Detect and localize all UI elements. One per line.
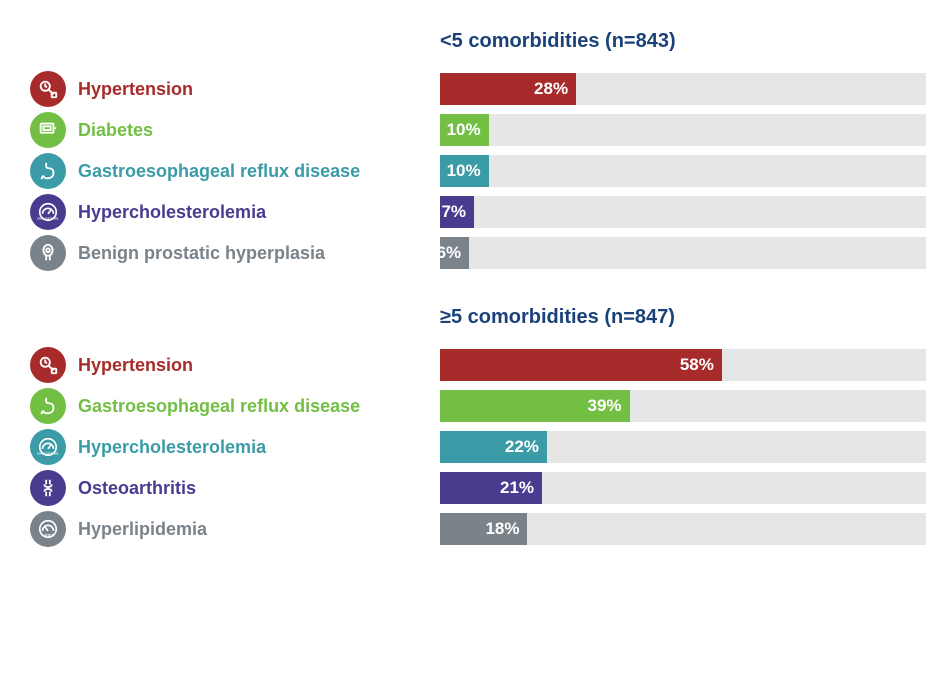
stomach-icon bbox=[30, 153, 66, 189]
bp-monitor-icon bbox=[30, 347, 66, 383]
chart-section: ≥5 comorbidities (n=847) Hypertension 58% G… bbox=[30, 306, 926, 547]
bp-monitor-icon bbox=[30, 71, 66, 107]
bar-value: 7% bbox=[441, 202, 474, 222]
stomach-icon bbox=[30, 388, 66, 424]
chart-row: LIPIDS Hyperlipidemia 18% bbox=[30, 511, 926, 547]
bar-track: 7% bbox=[440, 196, 926, 228]
chart-row: CHOLESTEROL Hypercholesterolemia7% bbox=[30, 194, 926, 230]
chart-row: Diabetes 10% bbox=[30, 112, 926, 148]
bar-track: 10% bbox=[440, 114, 926, 146]
comorbidity-chart: <5 comorbidities (n=843) Hypertension 28% D… bbox=[30, 30, 926, 547]
chart-row: Gastroesophageal reflux disease 10% bbox=[30, 153, 926, 189]
bar-fill: 6% bbox=[440, 237, 469, 269]
bar-fill: 22% bbox=[440, 431, 547, 463]
bar-fill: 58% bbox=[440, 349, 722, 381]
bar-value: 22% bbox=[505, 437, 547, 457]
row-label: Hypercholesterolemia bbox=[78, 437, 440, 458]
bar-track: 21% bbox=[440, 472, 926, 504]
bar-fill: 18% bbox=[440, 513, 527, 545]
chart-row: Hypertension 28% bbox=[30, 71, 926, 107]
row-label: Hypertension bbox=[78, 79, 440, 100]
bar-fill: 10% bbox=[440, 155, 489, 187]
bar-fill: 28% bbox=[440, 73, 576, 105]
row-label: Gastroesophageal reflux disease bbox=[78, 161, 440, 182]
bar-fill: 7% bbox=[440, 196, 474, 228]
chart-row: CHOLESTEROL Hypercholesterolemia 22% bbox=[30, 429, 926, 465]
section-title: <5 comorbidities (n=843) bbox=[440, 30, 926, 53]
row-label: Diabetes bbox=[78, 120, 440, 141]
bar-track: 58% bbox=[440, 349, 926, 381]
row-label: Osteoarthritis bbox=[78, 478, 440, 499]
bar-value: 21% bbox=[500, 478, 542, 498]
svg-text:LIPIDS: LIPIDS bbox=[42, 533, 54, 537]
row-label: Hyperlipidemia bbox=[78, 519, 440, 540]
svg-text:CHOLESTEROL: CHOLESTEROL bbox=[37, 451, 59, 455]
bar-value: 10% bbox=[447, 161, 489, 181]
cholesterol-gauge-icon: CHOLESTEROL bbox=[30, 429, 66, 465]
row-label: Benign prostatic hyperplasia bbox=[78, 243, 440, 264]
cholesterol-gauge-icon: CHOLESTEROL bbox=[30, 194, 66, 230]
chart-row: Benign prostatic hyperplasia6% bbox=[30, 235, 926, 271]
joint-icon bbox=[30, 470, 66, 506]
chart-row: Gastroesophageal reflux disease 39% bbox=[30, 388, 926, 424]
bar-value: 58% bbox=[680, 355, 722, 375]
bar-track: 18% bbox=[440, 513, 926, 545]
bar-fill: 21% bbox=[440, 472, 542, 504]
bar-value: 6% bbox=[437, 243, 470, 263]
section-title: ≥5 comorbidities (n=847) bbox=[440, 306, 926, 329]
bar-value: 10% bbox=[447, 120, 489, 140]
chart-row: Hypertension 58% bbox=[30, 347, 926, 383]
bar-track: 10% bbox=[440, 155, 926, 187]
row-label: Hypertension bbox=[78, 355, 440, 376]
bar-value: 39% bbox=[588, 396, 630, 416]
svg-text:CHOLESTEROL: CHOLESTEROL bbox=[37, 216, 59, 220]
bar-track: 39% bbox=[440, 390, 926, 422]
prostate-icon bbox=[30, 235, 66, 271]
glucose-meter-icon bbox=[30, 112, 66, 148]
bar-track: 22% bbox=[440, 431, 926, 463]
row-label: Hypercholesterolemia bbox=[78, 202, 440, 223]
chart-section: <5 comorbidities (n=843) Hypertension 28% D… bbox=[30, 30, 926, 271]
lipids-gauge-icon: LIPIDS bbox=[30, 511, 66, 547]
bar-fill: 10% bbox=[440, 114, 489, 146]
bar-value: 18% bbox=[485, 519, 527, 539]
row-label: Gastroesophageal reflux disease bbox=[78, 396, 440, 417]
bar-value: 28% bbox=[534, 79, 576, 99]
bar-track: 28% bbox=[440, 73, 926, 105]
bar-fill: 39% bbox=[440, 390, 630, 422]
chart-row: Osteoarthritis 21% bbox=[30, 470, 926, 506]
bar-track: 6% bbox=[440, 237, 926, 269]
